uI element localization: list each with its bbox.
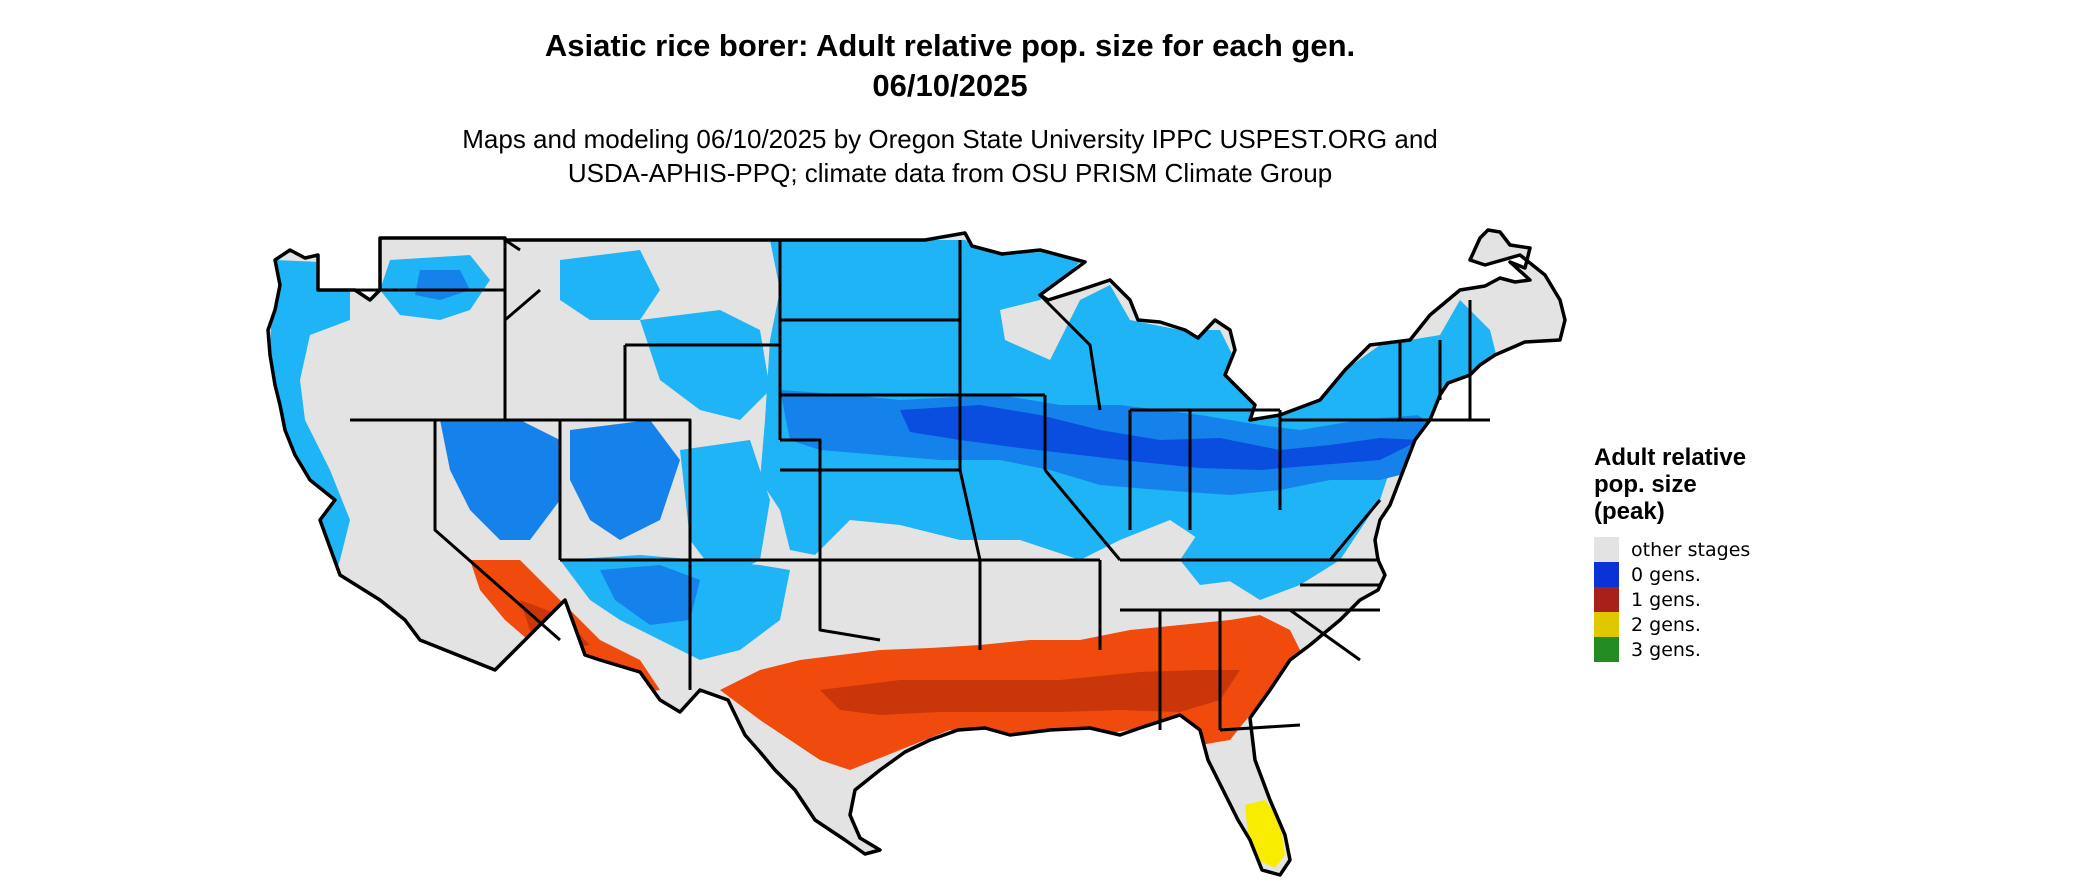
legend-label: 0 gens. [1631, 563, 1701, 586]
state-boundary-line [1219, 723, 1301, 732]
state-boundary-line [958, 395, 982, 561]
state-boundary-line [503, 288, 541, 420]
legend-title-line2: pop. size [1594, 471, 1697, 498]
zero-gens-patch [900, 405, 1420, 470]
map-title: Asiatic rice borer: Adult relative pop. … [0, 26, 1900, 106]
legend-label: other stages [1631, 538, 1751, 561]
legend-swatch [1594, 537, 1619, 562]
two-gens-patch [1245, 800, 1285, 868]
state-boundary-line [1289, 608, 1361, 662]
legend-item-3-gens: 3 gens. [1594, 637, 1814, 662]
state-boundary-line [1038, 293, 1102, 411]
state-boundary-line [818, 560, 881, 642]
us-border [266, 228, 1567, 877]
zero-gens-patch [440, 420, 560, 540]
zero-gens-patch [570, 420, 680, 540]
state-boundary-line [625, 418, 692, 560]
zero-gens-patch [600, 565, 700, 625]
legend-item-1-gens: 1 gens. [1594, 587, 1814, 612]
map-subtitle-line2: USDA-APHIS-PPQ; climate data from OSU PR… [567, 158, 1333, 188]
legend-swatch [1594, 562, 1619, 587]
state-boundary-line [1043, 469, 1122, 561]
zero-gens-patch [680, 440, 770, 580]
two-gens-regions [855, 790, 1285, 868]
state-boundary-line [433, 420, 561, 642]
legend-title-line1: Adult relative [1594, 444, 1747, 471]
one-gen-patch [820, 670, 1240, 715]
legend-label: 1 gens. [1631, 588, 1701, 611]
zero-gens-patch [640, 310, 770, 420]
legend-swatch [1594, 587, 1619, 612]
legend: Adult relative pop. size (peak) other st… [1594, 444, 1814, 662]
map-title-line1: Asiatic rice borer: Adult relative pop. … [544, 28, 1356, 63]
legend-swatch [1594, 612, 1619, 637]
zero-gens-patch [1440, 395, 1510, 440]
zero-gens-patch [1180, 520, 1340, 585]
legend-item-0-gens: 0 gens. [1594, 562, 1814, 587]
legend-title: Adult relative pop. size (peak) [1594, 444, 1814, 525]
legend-title-line3: (peak) [1594, 498, 1665, 525]
legend-label: 2 gens. [1631, 613, 1701, 636]
zero-gens-patch [560, 250, 660, 320]
legend-swatch [1594, 637, 1619, 662]
legend-item-other-stages: other stages [1594, 537, 1814, 562]
state-boundary-line [780, 438, 822, 560]
zero-gens-patch [415, 270, 470, 300]
map-subtitle-line1: Maps and modeling 06/10/2025 by Oregon S… [462, 124, 1438, 154]
legend-label: 3 gens. [1631, 638, 1701, 661]
map-subtitle: Maps and modeling 06/10/2025 by Oregon S… [0, 122, 1900, 190]
state-boundary-line [1328, 499, 1382, 561]
map-title-date: 06/10/2025 [872, 68, 1028, 103]
legend-item-2-gens: 2 gens. [1594, 612, 1814, 637]
